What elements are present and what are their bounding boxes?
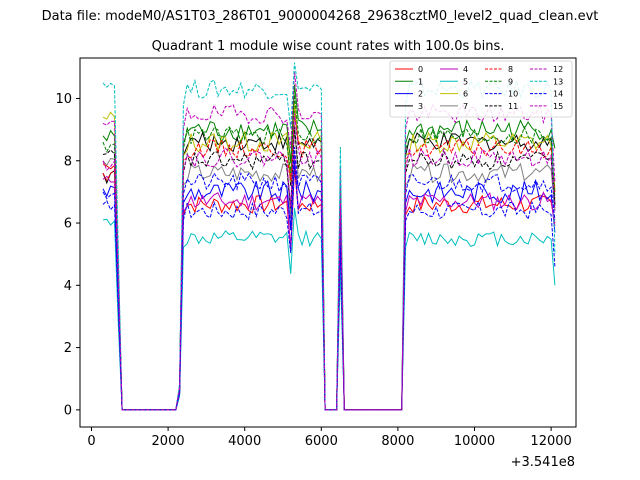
y-tick-label: 0 [64,403,72,418]
legend-label-11: 11 [508,102,518,111]
legend-label-9: 9 [508,77,513,86]
axes-frame [79,57,577,428]
x-tick-label: 6000 [305,434,338,449]
legend-label-8: 8 [508,65,513,74]
legend-label-6: 6 [463,90,468,99]
series-line-14 [102,147,556,411]
legend-label-15: 15 [553,102,563,111]
x-tick-label: 4000 [228,434,261,449]
x-tick-label: 2000 [152,434,185,449]
legend-label-1: 1 [418,77,423,86]
y-tick-label: 2 [64,341,72,356]
legend-label-14: 14 [553,90,563,99]
data-file-label: Data file: modeM0/AS1T03_286T01_90000042… [42,9,599,24]
x-tick-label: 8000 [381,434,414,449]
chart-title: Quadrant 1 module wise count rates with … [152,39,505,54]
legend-label-5: 5 [463,77,468,86]
legend-label-0: 0 [418,65,423,74]
y-axis: 0 2 4 6 8 10 [55,92,80,418]
series-line-12 [102,71,556,411]
legend-label-3: 3 [418,102,423,111]
x-tick-label: 10000 [454,434,495,449]
legend-label-2: 2 [418,90,423,99]
y-tick-label: 4 [64,279,72,294]
legend-box [389,60,573,118]
series-line-11 [102,127,556,411]
legend-label-4: 4 [463,65,468,74]
y-tick-label: 6 [64,217,72,232]
x-tick-label: 0 [87,434,95,449]
legend-label-7: 7 [463,102,468,111]
legend-label-10: 10 [508,90,518,99]
y-tick-label: 10 [55,92,72,107]
y-tick-label: 8 [64,154,72,169]
series-line-15 [102,113,556,411]
legend-label-12: 12 [553,65,563,74]
x-tick-label: 12000 [530,434,571,449]
x-axis: 0 2000 4000 6000 8000 10000 12000 [87,427,572,449]
x-offset-label: +3.541e8 [511,455,575,470]
series-line-9 [102,94,556,411]
legend-label-13: 13 [553,77,563,86]
